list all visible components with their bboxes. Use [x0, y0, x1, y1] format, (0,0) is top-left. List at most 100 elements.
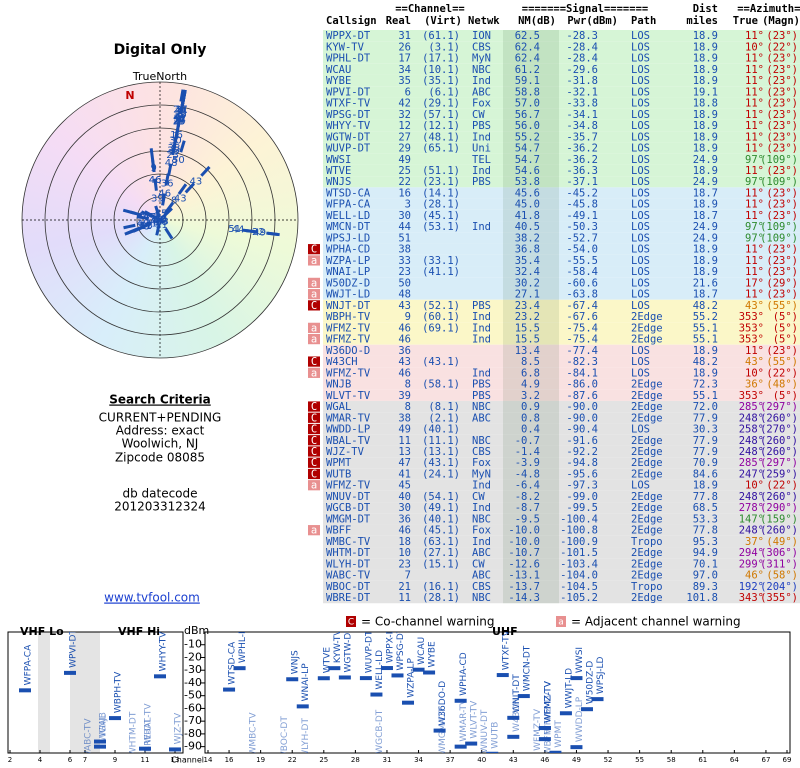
cell: W36DO-D: [326, 345, 370, 357]
cell: -35.7: [566, 131, 598, 143]
cell: 42: [398, 98, 411, 110]
cell: 84.6: [693, 468, 718, 480]
cell: -82.3: [566, 356, 598, 368]
station-mark: [164, 173, 170, 186]
cell: WWSI: [326, 154, 351, 166]
cell: (22°): [766, 41, 798, 53]
y-tick-label: -40: [184, 676, 202, 689]
cell: 6.8: [521, 367, 540, 379]
station-label: 43: [189, 177, 202, 188]
cell: (55°): [766, 356, 798, 368]
cell: 47: [398, 457, 411, 469]
station-label: 40: [150, 217, 163, 228]
cell: 2Edge: [631, 502, 663, 514]
cell: 37°: [745, 536, 764, 548]
cell: 97°: [745, 176, 764, 188]
signal-callsign: KYW-TV: [333, 629, 343, 664]
signal-callsign: WFMZ-TV: [543, 680, 553, 723]
cell: 36: [398, 513, 411, 525]
cell: (109°): [760, 154, 798, 166]
station-mark: [179, 89, 185, 102]
station-mark: [161, 193, 167, 206]
site-link[interactable]: www.tvfool.com: [104, 591, 200, 605]
signal-callsign: W50DZ-D: [585, 661, 595, 705]
signal-callsign: WPPX-DT: [385, 621, 395, 663]
cell: 53.8: [515, 176, 540, 188]
cell: WBOC-DT: [326, 581, 371, 593]
cell: ABC: [472, 412, 491, 424]
warning-letter: a: [311, 525, 317, 537]
station-label: 8: [139, 210, 145, 221]
cell: 49: [398, 424, 411, 436]
cell: LOS: [631, 210, 650, 222]
cell: -50.3: [566, 221, 598, 233]
cell: 97.0: [693, 570, 718, 582]
signal-bar: [380, 666, 393, 671]
cell: Ind: [472, 536, 491, 548]
cell: 18.9: [693, 131, 718, 143]
column-header: Path: [631, 15, 656, 27]
station-label: 23: [156, 216, 169, 227]
cell: 33: [398, 255, 411, 267]
column-header: (Virt): [424, 15, 462, 27]
cell: 2Edge: [631, 513, 663, 525]
station-mark: [154, 205, 161, 218]
warning-letter: C: [311, 356, 317, 368]
cell: 46: [398, 322, 411, 334]
cell: (22°): [766, 480, 798, 492]
cell: -14.3: [508, 592, 540, 604]
cell: MyN: [472, 53, 491, 65]
x-tick-label: 52: [604, 756, 613, 764]
row-background: [323, 86, 800, 98]
row-background: [323, 142, 800, 154]
warning-badge: [308, 525, 320, 536]
signal-callsign: WFMZ-TV: [543, 680, 553, 723]
signal-callsign: WBFF: [543, 730, 553, 755]
signal-callsign: WFMZ-TV: [533, 708, 543, 751]
signal-bar: [139, 746, 151, 751]
cell: (43.1): [422, 356, 460, 368]
site-link-text[interactable]: www.tvfool.com: [104, 591, 200, 605]
cell: WMBC-TV: [326, 536, 371, 548]
row-background: [323, 457, 800, 469]
cell: WPPX-DT: [326, 30, 371, 42]
row-background: [323, 524, 800, 536]
cell: TEL: [472, 154, 491, 166]
cell: -63.8: [566, 289, 598, 301]
cell: 24.9: [693, 176, 718, 188]
cell: 16: [398, 187, 411, 199]
cell: 18.9: [693, 367, 718, 379]
station-mark: [266, 231, 279, 237]
cell: 18.9: [693, 53, 718, 65]
cell: 18.8: [693, 98, 718, 110]
cell: (311°): [760, 558, 798, 570]
cell: 46: [398, 525, 411, 537]
column-header: NM(dB): [518, 15, 556, 27]
signal-bar: [64, 670, 76, 675]
signal-callsign: WELL-LD: [375, 650, 385, 690]
cell: 13.4: [515, 345, 540, 357]
cell: 2Edge: [631, 390, 663, 402]
row-background: [323, 322, 800, 334]
cell: 56.7: [515, 109, 540, 121]
station-mark: [151, 159, 156, 173]
station-mark: [164, 227, 174, 240]
station-mark: [242, 228, 255, 234]
signal-callsign: WYBE: [428, 641, 438, 668]
cell: LOS: [631, 356, 650, 368]
station-mark: [139, 222, 152, 230]
cell: (260°): [760, 491, 798, 503]
cell: (23°): [766, 109, 798, 121]
signal-callsign: WTXF-TV: [501, 629, 511, 670]
warning-letter: C: [311, 435, 317, 447]
cell: LOS: [631, 53, 650, 65]
x-tick-label: 11: [141, 756, 150, 764]
cell: 10°: [745, 367, 764, 379]
cell: 43: [398, 356, 411, 368]
x-tick-label: 6: [68, 756, 73, 764]
signal-callsign: WNAI-LP: [301, 663, 311, 702]
cell: -4.8: [515, 468, 540, 480]
cell: 11°: [745, 75, 764, 87]
signal-callsign: WBOC-DT: [280, 716, 290, 760]
cell: WZPA-LP: [326, 255, 370, 267]
